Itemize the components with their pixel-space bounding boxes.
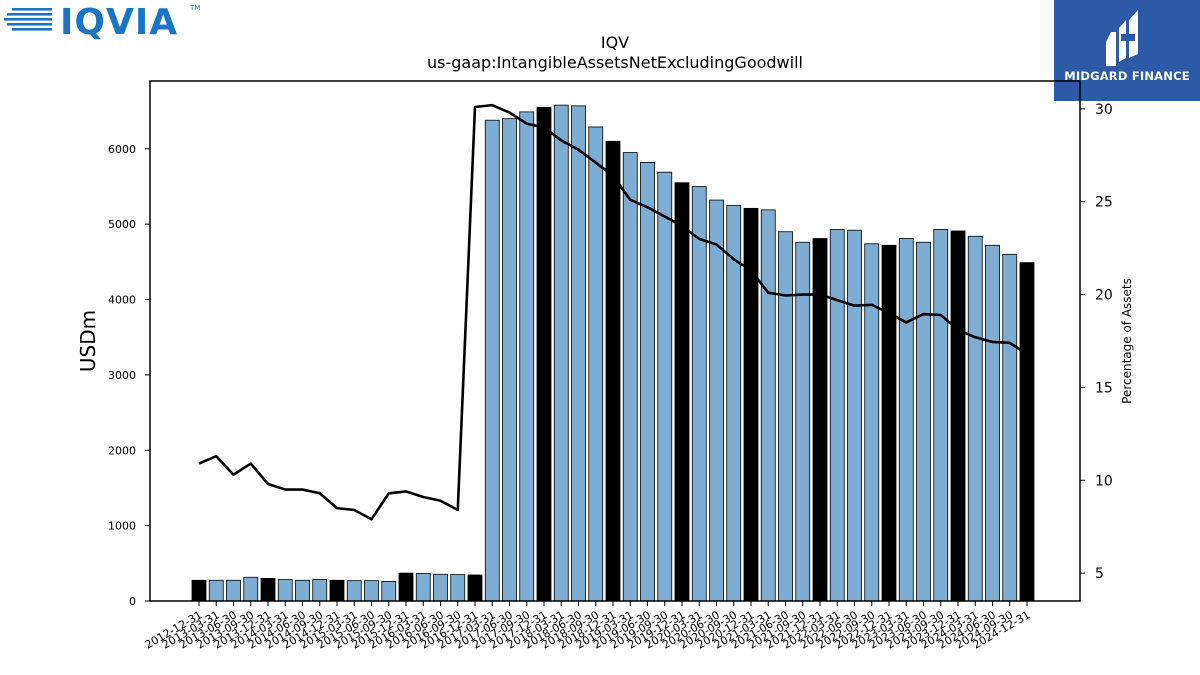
y2-axis-label: Percentage of Assets — [1120, 278, 1134, 404]
iqvia-logo-mark-icon — [4, 8, 52, 31]
y2-tick-label: 15 — [1095, 380, 1113, 396]
bar — [588, 126, 604, 602]
y-tick-label: 1000 — [108, 520, 136, 533]
bar — [553, 104, 569, 602]
bar — [726, 204, 742, 602]
percentage-line — [198, 103, 1028, 521]
y-tick-label: 5000 — [108, 218, 136, 231]
y-tick-label: 6000 — [108, 143, 136, 156]
y-tick-label: 2000 — [108, 444, 136, 457]
bar — [691, 186, 707, 602]
bar — [674, 182, 690, 602]
bar — [450, 574, 466, 602]
y2-tick-label: 30 — [1095, 102, 1113, 118]
y2-tick-label: 5 — [1095, 566, 1104, 582]
midgard-finance-logo: MIDGARD FINANCE — [1054, 0, 1200, 101]
bar — [967, 235, 983, 602]
bar — [571, 105, 586, 602]
bar — [950, 230, 966, 602]
bar — [898, 238, 914, 602]
chart-title: IQV — [601, 33, 629, 52]
bar — [295, 579, 310, 602]
bar — [778, 231, 793, 602]
bar — [812, 238, 828, 602]
bar — [467, 574, 483, 602]
bar — [381, 581, 397, 602]
midgard-logo-text: MIDGARD FINANCE — [1064, 69, 1190, 83]
chart-subtitle: us-gaap:IntangibleAssetsNetExcludingGood… — [427, 53, 803, 72]
bar — [433, 573, 448, 602]
y2-tick-label: 10 — [1095, 473, 1113, 489]
y2-tick-label: 25 — [1095, 195, 1113, 211]
iqvia-trademark: TM — [190, 4, 201, 12]
plot-frame — [149, 80, 1081, 602]
bar — [709, 199, 724, 602]
bar — [226, 579, 241, 602]
iqvia-logo: IQVIA TM — [4, 2, 204, 43]
bar — [985, 244, 1000, 602]
bar — [864, 243, 880, 602]
midgard-logo-mark-icon — [1106, 10, 1138, 66]
bar — [657, 171, 673, 602]
bar — [208, 579, 224, 602]
bar — [605, 140, 621, 602]
bar — [536, 106, 552, 602]
y-tick-label: 0 — [129, 595, 136, 608]
bar — [829, 229, 845, 602]
bar — [502, 118, 517, 602]
bar-series — [191, 104, 1035, 602]
y-tick-label: 4000 — [108, 294, 136, 307]
bar — [847, 229, 862, 602]
bar — [1002, 253, 1018, 602]
y-axis-right: 5 10 15 20 25 30 — [1080, 102, 1113, 582]
bar — [519, 111, 535, 602]
bar — [933, 229, 949, 602]
bar — [191, 579, 207, 602]
y-axis-left: 0 1000 2000 3000 4000 5000 6000 — [108, 143, 150, 608]
x-axis: 2012-12-312013-03-312013-06-302013-09-30… — [143, 601, 1033, 652]
y2-tick-label: 20 — [1095, 288, 1113, 304]
bar — [640, 161, 655, 602]
bar — [622, 152, 638, 602]
bar — [329, 579, 345, 602]
y-axis-label: USDm — [76, 310, 100, 372]
bar — [243, 576, 259, 602]
iqvia-logo-text: IQVIA — [60, 2, 179, 43]
bar — [398, 572, 414, 602]
bar — [916, 241, 931, 602]
bar — [312, 579, 328, 602]
bar — [760, 209, 776, 602]
percentage-line-series — [198, 103, 1028, 521]
bar — [277, 579, 293, 602]
bar — [260, 577, 276, 602]
bar — [364, 580, 379, 602]
bar — [415, 573, 431, 602]
y-tick-label: 3000 — [108, 369, 136, 382]
bar — [346, 580, 362, 602]
bar — [1019, 262, 1035, 602]
bar — [881, 244, 897, 602]
bar — [484, 119, 500, 602]
